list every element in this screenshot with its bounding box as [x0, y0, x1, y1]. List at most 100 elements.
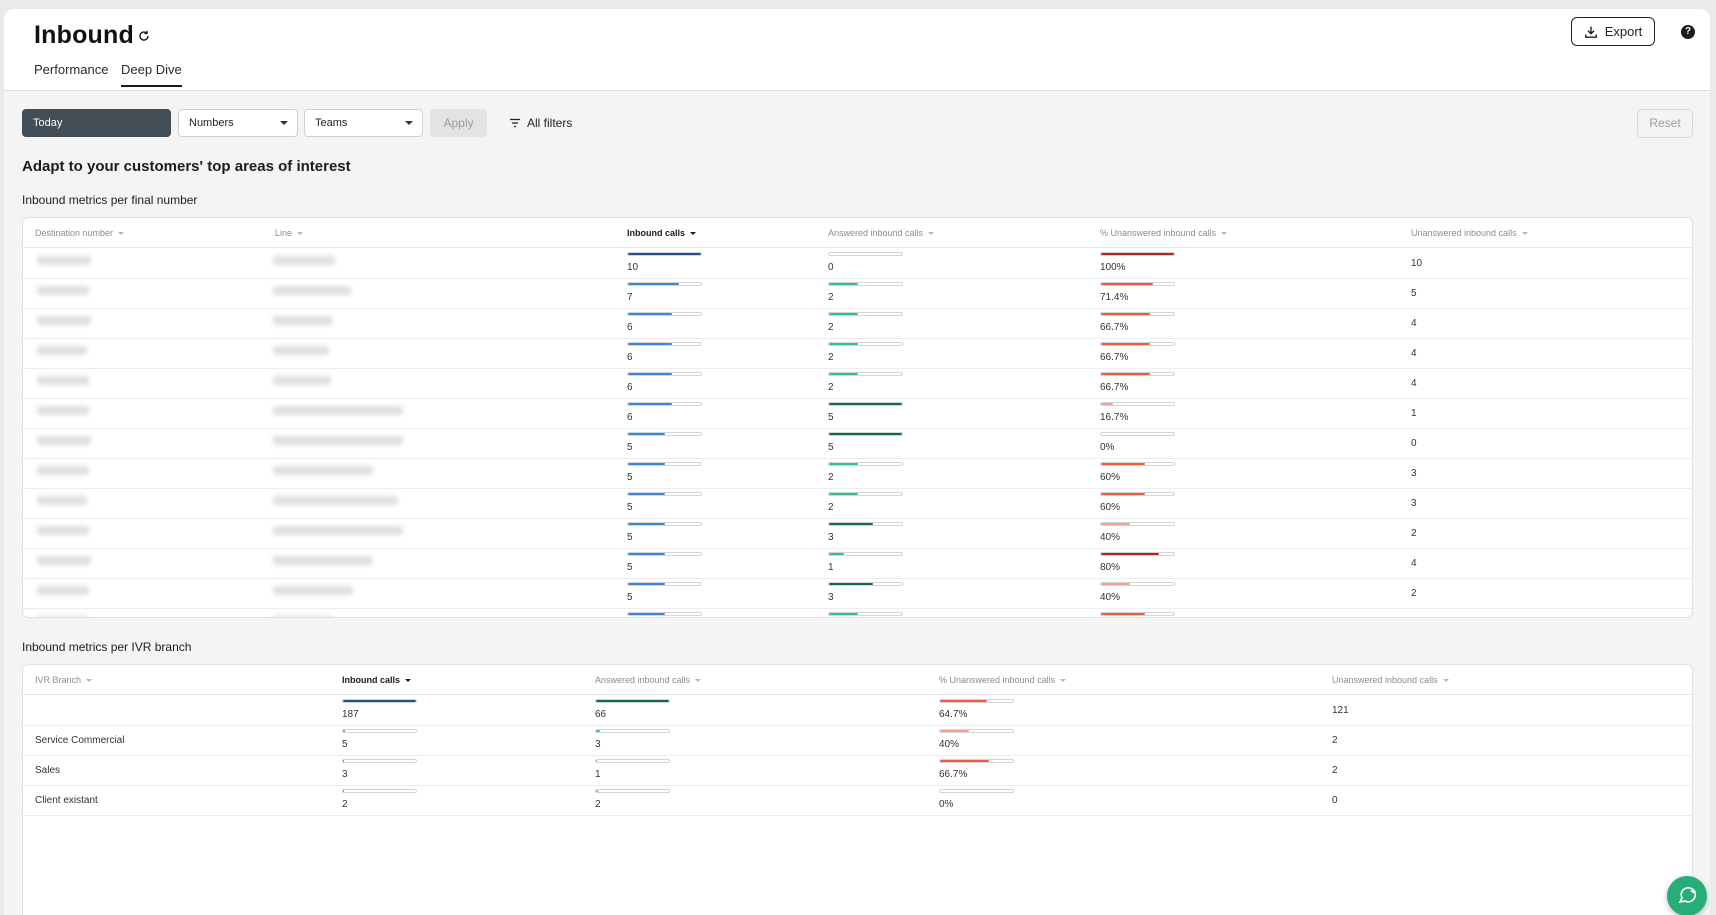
refresh-icon[interactable]	[137, 29, 151, 43]
all-filters-button[interactable]: All filters	[509, 109, 572, 137]
table-row[interactable]: 5 2 60% 3	[23, 488, 1692, 519]
pct-unanswered-value: 66.7%	[1100, 352, 1129, 363]
column-header-destination[interactable]: Destination number	[35, 228, 125, 238]
apply-button[interactable]: Apply	[430, 109, 487, 137]
unanswered-value: 0	[1411, 438, 1417, 449]
answered-calls-bar	[595, 699, 670, 703]
tab-performance[interactable]: Performance	[34, 62, 109, 77]
inbound-calls-bar	[627, 252, 702, 256]
answered-calls-bar-fill	[829, 583, 873, 585]
answered-calls-value: 2	[828, 352, 834, 363]
chevron-down-icon	[405, 121, 413, 125]
pct-unanswered-value: 60%	[1100, 502, 1121, 513]
answered-calls-bar	[828, 282, 903, 286]
line-name-redacted	[273, 616, 333, 617]
assistant-button[interactable]	[1667, 876, 1707, 915]
column-header-inbound-calls[interactable]: Inbound calls	[627, 228, 697, 238]
column-header-answered[interactable]: Answered inbound calls	[595, 675, 702, 685]
pct-unanswered-bar-fill	[940, 730, 970, 732]
inbound-calls-value: 10	[627, 262, 639, 273]
ivr-branch-name: Sales	[35, 765, 61, 776]
line-name-redacted	[273, 496, 398, 505]
table-row[interactable]	[23, 608, 1692, 617]
column-label: Inbound calls	[627, 228, 686, 238]
tab-deep-dive[interactable]: Deep Dive	[121, 62, 182, 87]
answered-calls-value: 2	[828, 502, 834, 513]
help-icon[interactable]: ?	[1681, 25, 1695, 39]
column-header-answered[interactable]: Answered inbound calls	[828, 228, 935, 238]
destination-number-redacted	[37, 346, 87, 355]
inbound-calls-bar-fill	[628, 523, 665, 525]
line-name-redacted	[273, 346, 329, 355]
table-row[interactable]: 5 3 40% 2	[23, 518, 1692, 549]
table-row[interactable]: 6 2 66.7% 4	[23, 368, 1692, 399]
column-header-inbound-calls[interactable]: Inbound calls	[342, 675, 412, 685]
table-row[interactable]: 6 2 66.7% 4	[23, 308, 1692, 339]
pct-unanswered-bar-fill	[1101, 343, 1150, 345]
column-header-line[interactable]: Line	[275, 228, 304, 238]
answered-calls-bar-fill	[829, 523, 873, 525]
inbound-calls-bar-fill	[628, 403, 672, 405]
table-row[interactable]: Service Commercial 5 3 40% 2	[23, 725, 1692, 756]
unanswered-value: 0	[1332, 795, 1338, 806]
pct-unanswered-value: 71.4%	[1100, 292, 1129, 303]
table-row[interactable]: 5 3 40% 2	[23, 578, 1692, 609]
table-row[interactable]: Client existant 2 2 0% 0	[23, 785, 1692, 816]
table-row[interactable]: 6 2 66.7% 4	[23, 338, 1692, 369]
pct-unanswered-bar	[1100, 372, 1175, 376]
pct-unanswered-bar	[1100, 552, 1175, 556]
inbound-calls-value: 6	[627, 382, 633, 393]
column-label: Destination number	[35, 228, 114, 238]
export-button[interactable]: Export	[1571, 17, 1655, 46]
table-row[interactable]: 10 0 100% 10	[23, 248, 1692, 279]
table-row[interactable]: 5 1 80% 4	[23, 548, 1692, 579]
column-header-pct-unanswered[interactable]: % Unanswered inbound calls	[939, 675, 1067, 685]
inbound-calls-value: 2	[342, 799, 348, 810]
column-header-pct-unanswered[interactable]: % Unanswered inbound calls	[1100, 228, 1228, 238]
answered-calls-bar	[828, 582, 903, 586]
destination-number-redacted	[37, 256, 91, 265]
table-row[interactable]: 5 2 60% 3	[23, 458, 1692, 489]
pct-unanswered-bar	[939, 699, 1014, 703]
pct-unanswered-value: 40%	[1100, 532, 1121, 543]
column-header-ivr-branch[interactable]: IVR Branch	[35, 675, 93, 685]
unanswered-value: 1	[1411, 408, 1417, 419]
answered-calls-bar	[828, 522, 903, 526]
inbound-calls-value: 7	[627, 292, 633, 303]
column-label: % Unanswered inbound calls	[939, 675, 1056, 685]
column-header-unanswered[interactable]: Unanswered inbound calls	[1411, 228, 1528, 238]
sort-icon	[297, 232, 304, 236]
table-row[interactable]: 5 5 0% 0	[23, 428, 1692, 459]
answered-calls-value: 2	[828, 322, 834, 333]
inbound-calls-value: 5	[627, 472, 633, 483]
numbers-select[interactable]: Numbers	[178, 109, 298, 137]
app-window: Inbound Performance Deep Dive Export ? T…	[4, 9, 1710, 915]
teams-select[interactable]: Teams	[304, 109, 423, 137]
pct-unanswered-bar	[1100, 282, 1175, 286]
column-header-unanswered[interactable]: Unanswered inbound calls	[1332, 675, 1449, 685]
table-row[interactable]: Sales 3 1 66.7% 2	[23, 755, 1692, 786]
sort-icon	[1060, 679, 1067, 683]
inbound-calls-bar-fill	[343, 790, 344, 792]
answered-calls-value: 2	[828, 292, 834, 303]
unanswered-value: 3	[1411, 468, 1417, 479]
inbound-calls-value: 5	[627, 502, 633, 513]
inbound-calls-bar-fill	[628, 493, 665, 495]
inbound-calls-bar	[627, 432, 702, 436]
answered-calls-bar	[595, 759, 670, 763]
inbound-calls-bar-fill	[628, 283, 680, 285]
answered-calls-bar	[828, 372, 903, 376]
table-row[interactable]: 6 5 16.7% 1	[23, 398, 1692, 429]
table-row[interactable]: 7 2 71.4% 5	[23, 278, 1692, 309]
filter-icon	[510, 118, 520, 128]
line-name-redacted	[273, 316, 333, 325]
date-range-button[interactable]: Today	[22, 109, 171, 137]
inbound-calls-value: 5	[627, 562, 633, 573]
answered-calls-bar-fill	[829, 613, 859, 615]
table-row[interactable]: 187 66 64.7% 121	[23, 695, 1692, 726]
answered-calls-value: 3	[828, 592, 834, 603]
answered-calls-value: 0	[828, 262, 834, 273]
inbound-calls-value: 6	[627, 412, 633, 423]
reset-button[interactable]: Reset	[1637, 109, 1693, 138]
column-label: Unanswered inbound calls	[1332, 675, 1438, 685]
